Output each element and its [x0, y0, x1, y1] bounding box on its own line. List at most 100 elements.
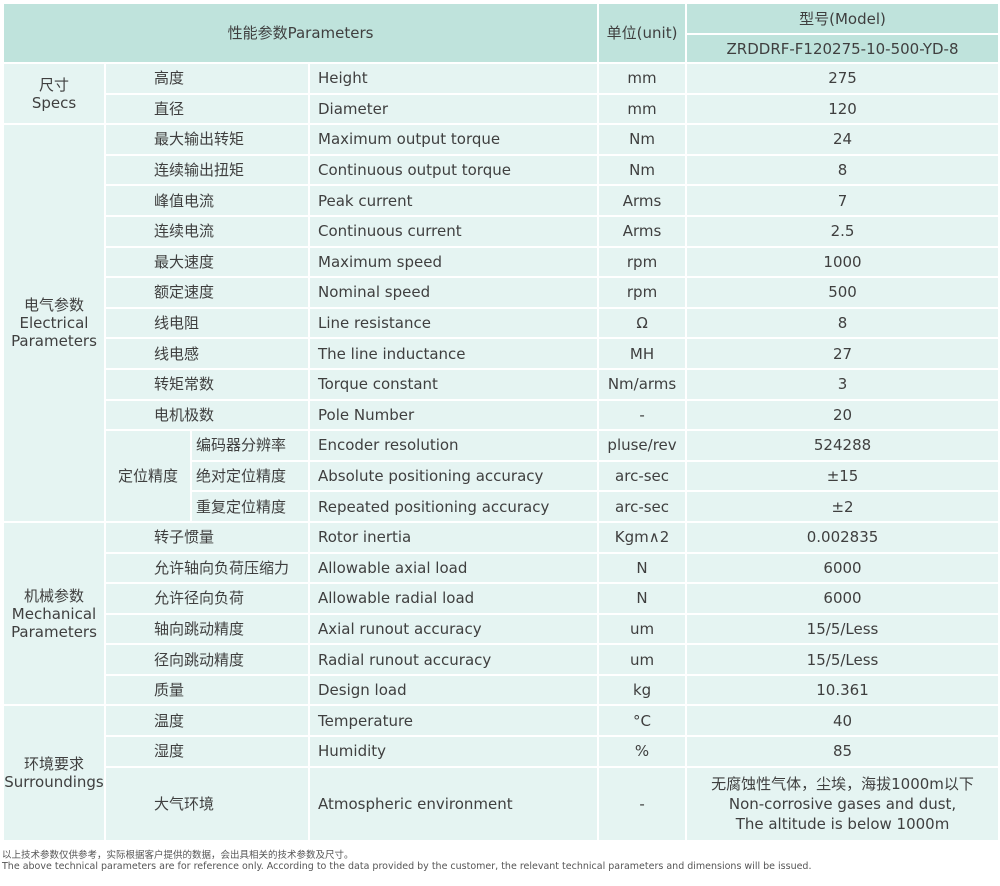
param-value: 27: [687, 339, 998, 368]
group-label-en: Surroundings: [4, 773, 104, 792]
table-row: 质量 Design load kg 10.361: [4, 675, 998, 705]
table-row: 径向跳动精度 Radial runout accuracy um 15/5/Less: [4, 645, 998, 674]
table-row: 连续电流 Continuous current Arms 2.5: [4, 216, 998, 246]
table-row: 轴向跳动精度 Axial runout accuracy um 15/5/Less: [4, 614, 998, 644]
param-en: Encoder resolution: [310, 431, 598, 460]
group-label: 环境要求 Surroundings: [4, 706, 104, 840]
header-unit: 单位(unit): [599, 4, 686, 62]
param-cn: 直径: [106, 94, 308, 124]
param-value: 8: [687, 155, 998, 185]
table-row: 线电感 The line inductance MH 27: [4, 339, 998, 368]
param-cn: 连续输出扭矩: [106, 155, 308, 185]
param-cn: 绝对定位精度: [192, 461, 308, 491]
param-value: 20: [687, 400, 998, 430]
param-value: 6000: [687, 584, 998, 613]
param-en: Absolute positioning accuracy: [310, 461, 598, 491]
table-row: 额定速度 Nominal speed rpm 500: [4, 278, 998, 307]
table-row: 连续输出扭矩 Continuous output torque Nm 8: [4, 155, 998, 185]
table-row: 电机极数 Pole Number -20: [4, 400, 998, 430]
param-unit: arc-sec: [599, 492, 686, 521]
param-cn: 大气环境: [106, 767, 308, 840]
param-en: Peak current: [310, 186, 598, 215]
param-value: ±15: [687, 461, 998, 491]
param-en: Continuous current: [310, 216, 598, 246]
param-en: Torque constant: [310, 369, 598, 399]
table-row: 峰值电流 Peak current Arms 7: [4, 186, 998, 215]
param-value: 10.361: [687, 675, 998, 705]
param-cn: 最大速度: [106, 247, 308, 277]
param-value: 8: [687, 308, 998, 338]
param-value: 0.002835: [687, 522, 998, 552]
param-en: Design load: [310, 675, 598, 705]
param-unit: -: [599, 767, 686, 840]
param-unit: Arms: [599, 216, 686, 246]
table-row: 绝对定位精度 Absolute positioning accuracy arc-s…: [4, 461, 998, 491]
param-value: ±2: [687, 492, 998, 521]
param-unit: pluse/rev: [599, 431, 686, 460]
param-unit: °C: [599, 706, 686, 736]
param-cn: 编码器分辨率: [192, 431, 308, 460]
param-cn: 最大输出转矩: [106, 125, 308, 154]
param-unit: N: [599, 584, 686, 613]
param-en: Line resistance: [310, 308, 598, 338]
group-label-en: Mechanical Parameters: [11, 604, 97, 641]
param-unit: Arms: [599, 186, 686, 215]
table-row: 转矩常数 Torque constant Nm/arms 3: [4, 369, 998, 399]
param-value: 500: [687, 278, 998, 307]
param-unit: Nm: [599, 125, 686, 154]
param-unit: rpm: [599, 247, 686, 277]
group-label-cn: 环境要求: [23, 755, 84, 774]
table-row: 最大速度 Maximum speed rpm 1000: [4, 247, 998, 277]
param-unit: MH: [599, 339, 686, 368]
param-value: 24: [687, 125, 998, 154]
group-label-en: Electrical Parameters: [11, 314, 97, 351]
note-en: The above technical parameters are for r…: [2, 861, 812, 872]
param-en: Maximum speed: [310, 247, 598, 277]
param-en: Temperature: [310, 706, 598, 736]
table-row: 湿度 Humidity% 85: [4, 737, 998, 766]
param-value: 3: [687, 369, 998, 399]
table-row: 重复定位精度 Repeated positioning accuracy arc-s…: [4, 492, 998, 521]
param-cn: 湿度: [106, 737, 308, 766]
param-en: Repeated positioning accuracy: [310, 492, 598, 521]
param-value: 524288: [687, 431, 998, 460]
table-row: 允许径向负荷 Allowable radial load N 6000: [4, 584, 998, 613]
param-unit: um: [599, 614, 686, 644]
param-en: Pole Number: [310, 400, 598, 430]
group-label: 机械参数 Mechanical Parameters: [4, 522, 104, 705]
group-label: 尺寸 Specs: [4, 64, 104, 124]
param-cn: 轴向跳动精度: [106, 614, 308, 644]
param-cn: 允许轴向负荷压缩力: [106, 553, 308, 583]
table-row: 环境要求 Surroundings 温度 Temperature °C 40: [4, 706, 998, 840]
param-en: Nominal speed: [310, 278, 598, 307]
param-en: Maximum output torque: [310, 125, 598, 154]
param-en: Radial runout accuracy: [310, 645, 598, 674]
param-unit: Kgm∧2: [599, 522, 686, 552]
param-unit: -: [599, 400, 686, 430]
header-row: 性能参数Parameters 单位(unit) 型号(Model): [4, 4, 998, 62]
table-row: 允许轴向负荷压缩力 Allowable axial load N 6000: [4, 553, 998, 583]
table-row: 尺寸 Specs 高度 Height mm 275: [4, 64, 998, 124]
header-model-label: 型号(Model): [687, 4, 998, 33]
spec-table: 性能参数Parameters 单位(unit) 型号(Model) ZRDDRF…: [2, 2, 1000, 842]
param-unit: um: [599, 645, 686, 674]
param-unit: mm: [599, 94, 686, 124]
param-value: 275: [687, 64, 998, 93]
param-cn: 温度: [106, 706, 308, 736]
param-cn: 重复定位精度: [192, 492, 308, 521]
param-en: Allowable radial load: [310, 584, 598, 613]
param-en: Diameter: [310, 94, 598, 124]
param-unit: arc-sec: [599, 461, 686, 491]
param-unit: Nm/arms: [599, 369, 686, 399]
param-unit: Nm: [599, 155, 686, 185]
param-cn: 允许径向负荷: [106, 584, 308, 613]
param-value: 7: [687, 186, 998, 215]
param-en: Rotor inertia: [310, 522, 598, 552]
subgroup-label: 定位精度: [106, 431, 190, 521]
param-en: Axial runout accuracy: [310, 614, 598, 644]
param-en: Continuous output torque: [310, 155, 598, 185]
param-unit: kg: [599, 675, 686, 705]
param-value: 1000: [687, 247, 998, 277]
param-value: 85: [687, 737, 998, 766]
param-value: 40: [687, 706, 998, 736]
